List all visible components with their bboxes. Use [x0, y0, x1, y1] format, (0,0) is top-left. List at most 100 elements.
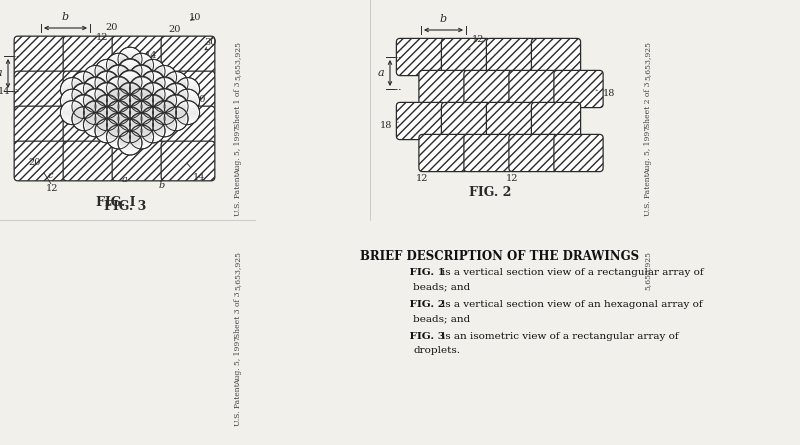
Text: 5,653,925: 5,653,925 — [644, 40, 652, 80]
Circle shape — [106, 65, 130, 89]
Circle shape — [83, 65, 107, 89]
FancyBboxPatch shape — [112, 141, 166, 181]
Text: Aug. 5, 1997: Aug. 5, 1997 — [644, 125, 652, 174]
FancyBboxPatch shape — [554, 70, 603, 108]
Circle shape — [72, 83, 96, 107]
Text: U.S. Patent: U.S. Patent — [234, 174, 242, 216]
FancyBboxPatch shape — [161, 36, 215, 76]
FancyBboxPatch shape — [14, 36, 68, 76]
Circle shape — [106, 113, 130, 138]
Circle shape — [106, 102, 130, 126]
Text: 5,653,925: 5,653,925 — [234, 40, 242, 80]
Circle shape — [118, 107, 142, 131]
Circle shape — [83, 77, 107, 101]
Circle shape — [153, 89, 177, 113]
FancyBboxPatch shape — [161, 106, 215, 146]
Circle shape — [130, 125, 154, 149]
Circle shape — [95, 119, 119, 143]
FancyBboxPatch shape — [161, 71, 215, 111]
Circle shape — [106, 77, 130, 101]
FancyBboxPatch shape — [63, 106, 117, 146]
Circle shape — [95, 82, 119, 106]
Circle shape — [72, 107, 96, 131]
Circle shape — [95, 83, 119, 107]
Circle shape — [164, 107, 188, 131]
FancyBboxPatch shape — [486, 102, 536, 140]
Circle shape — [176, 101, 200, 125]
Circle shape — [95, 95, 119, 119]
Text: b: b — [440, 14, 447, 24]
FancyBboxPatch shape — [464, 134, 513, 172]
Circle shape — [164, 84, 188, 108]
FancyBboxPatch shape — [554, 134, 603, 172]
Circle shape — [118, 84, 142, 108]
Text: a: a — [122, 175, 128, 184]
Text: droplets.: droplets. — [413, 346, 460, 356]
Circle shape — [118, 131, 142, 155]
Circle shape — [141, 95, 165, 119]
Circle shape — [61, 101, 85, 125]
FancyBboxPatch shape — [14, 71, 68, 111]
FancyBboxPatch shape — [419, 70, 468, 108]
Circle shape — [95, 96, 119, 120]
Circle shape — [153, 65, 177, 89]
Text: 12: 12 — [93, 33, 108, 49]
Circle shape — [164, 72, 188, 96]
Text: a: a — [0, 69, 2, 78]
Circle shape — [118, 108, 142, 132]
FancyBboxPatch shape — [14, 141, 68, 181]
Text: 20: 20 — [169, 25, 181, 34]
Circle shape — [106, 89, 130, 113]
Text: is a vertical section view of a rectangular array of: is a vertical section view of a rectangu… — [442, 268, 704, 277]
Circle shape — [83, 77, 107, 101]
Text: 12: 12 — [469, 36, 484, 50]
Circle shape — [153, 101, 177, 125]
Circle shape — [153, 90, 177, 114]
Circle shape — [118, 82, 142, 106]
Circle shape — [130, 53, 154, 77]
Circle shape — [176, 77, 200, 101]
Circle shape — [130, 102, 154, 126]
FancyBboxPatch shape — [397, 38, 446, 76]
Circle shape — [72, 95, 96, 119]
Circle shape — [164, 95, 188, 119]
Circle shape — [83, 90, 107, 114]
Circle shape — [141, 119, 165, 143]
Text: 12: 12 — [416, 174, 429, 183]
Circle shape — [153, 101, 177, 125]
Circle shape — [118, 120, 142, 144]
FancyBboxPatch shape — [531, 38, 581, 76]
Circle shape — [130, 90, 154, 114]
Circle shape — [83, 101, 107, 125]
Circle shape — [130, 77, 154, 100]
Circle shape — [61, 89, 85, 113]
Circle shape — [118, 47, 142, 71]
Circle shape — [95, 59, 119, 83]
Circle shape — [141, 71, 165, 95]
Text: FIG. 2: FIG. 2 — [469, 186, 511, 199]
Circle shape — [118, 70, 142, 94]
Circle shape — [164, 94, 188, 118]
Circle shape — [83, 101, 107, 125]
Circle shape — [118, 83, 142, 107]
Circle shape — [83, 89, 107, 113]
Text: Sheet 3 of 3: Sheet 3 of 3 — [234, 291, 242, 338]
Text: FIG. 1: FIG. 1 — [395, 268, 449, 277]
Circle shape — [141, 72, 165, 96]
Text: FIG. 3: FIG. 3 — [395, 332, 449, 341]
FancyBboxPatch shape — [63, 36, 117, 76]
FancyBboxPatch shape — [531, 102, 581, 140]
Circle shape — [106, 113, 130, 137]
FancyBboxPatch shape — [112, 36, 166, 76]
FancyBboxPatch shape — [63, 71, 117, 111]
Circle shape — [61, 77, 85, 101]
Text: b: b — [62, 12, 69, 22]
Circle shape — [176, 89, 200, 113]
Text: 10: 10 — [189, 13, 201, 23]
Text: Sheet 1 of 3: Sheet 1 of 3 — [234, 82, 242, 128]
Circle shape — [130, 89, 154, 113]
Text: 12: 12 — [156, 121, 168, 130]
Circle shape — [118, 59, 142, 83]
Text: 5,653,925: 5,653,925 — [644, 251, 652, 290]
FancyBboxPatch shape — [397, 102, 446, 140]
